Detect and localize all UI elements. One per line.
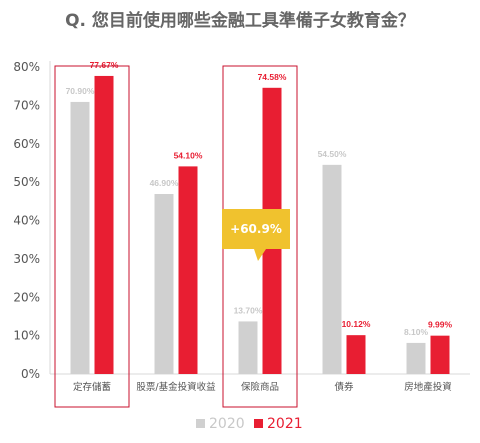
legend-swatch-2021	[254, 419, 263, 428]
y-tick-label: 10%	[13, 329, 40, 343]
highlight-box	[54, 65, 130, 408]
bar-2021	[430, 335, 450, 374]
y-tick-label: 30%	[13, 252, 40, 266]
bar-2020	[154, 194, 174, 374]
callout-label: +60.9%	[230, 222, 282, 236]
y-tick-label: 0%	[21, 367, 40, 381]
x-tick-label: 房地產投資	[404, 381, 452, 393]
x-tick-label: 債券	[334, 381, 354, 393]
y-tick-label: 50%	[13, 175, 40, 189]
y-tick-label: 80%	[13, 60, 40, 74]
legend-label-2020: 2020	[209, 416, 245, 432]
data-label-2020: 70.90%	[66, 86, 95, 96]
data-label-2021: 54.10%	[174, 150, 203, 160]
legend-swatch-2020	[196, 419, 205, 428]
x-tick-label: 股票/基金投資收益	[136, 381, 216, 393]
bar-2021	[94, 75, 114, 374]
data-label-2021: 77.67%	[90, 60, 119, 70]
data-label-2021: 10.12%	[342, 319, 371, 329]
bar-2020	[322, 164, 342, 374]
x-tick-label: 保險商品	[241, 381, 279, 393]
data-label-2021: 9.99%	[428, 320, 453, 330]
legend-label-2021: 2021	[267, 416, 303, 432]
data-label-2020: 13.70%	[234, 305, 263, 315]
data-label-2020: 8.10%	[404, 327, 429, 337]
data-label-2020: 46.90%	[150, 178, 179, 188]
bar-2020	[238, 321, 258, 374]
bar-2021	[178, 166, 198, 374]
bar-2020	[406, 342, 426, 374]
callout-bubble	[222, 209, 290, 261]
bar-2021	[346, 335, 366, 374]
x-tick-label: 定存儲蓄	[73, 381, 111, 393]
y-tick-label: 70%	[13, 98, 40, 112]
data-label-2020: 54.50%	[318, 149, 347, 159]
y-tick-label: 20%	[13, 290, 40, 304]
y-tick-label: 60%	[13, 137, 40, 151]
chart-title: Q. 您目前使用哪些金融工具準備子女教育金？	[65, 11, 415, 31]
y-tick-label: 40%	[13, 214, 40, 228]
data-label-2021: 74.58%	[258, 72, 287, 82]
bar-2020	[70, 101, 90, 374]
